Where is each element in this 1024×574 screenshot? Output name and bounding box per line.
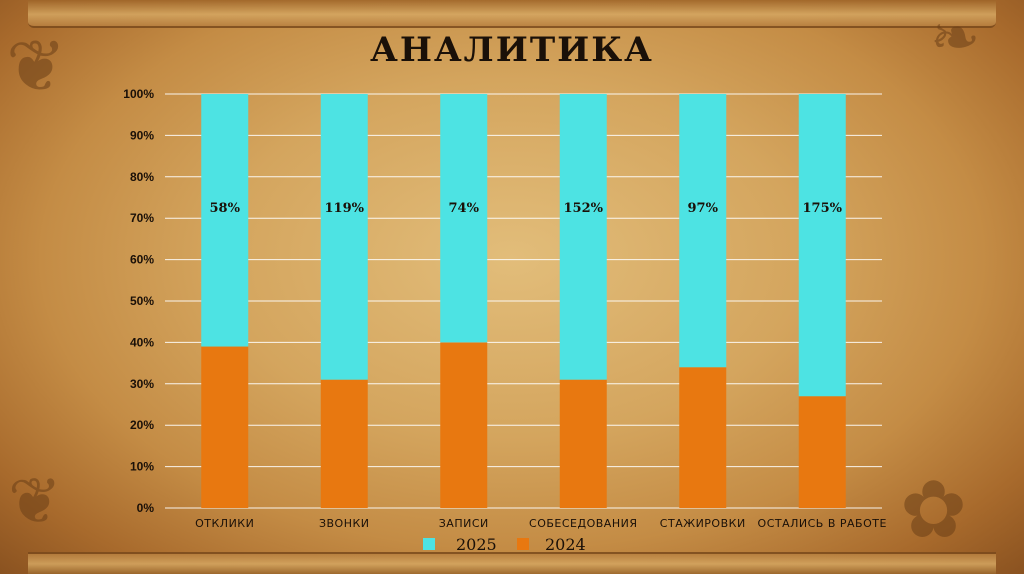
bar-2025 <box>440 94 488 343</box>
data-label: 58% <box>210 201 241 216</box>
page-title: АНАЛИТИКА <box>370 30 654 70</box>
y-tick-label: 40% <box>130 335 154 349</box>
ornament-top-right-icon: ❧ <box>930 3 981 73</box>
data-label: 97% <box>688 201 719 216</box>
y-tick-label: 20% <box>130 418 154 432</box>
y-tick-label: 90% <box>130 128 154 142</box>
data-label: 175% <box>803 201 843 216</box>
y-tick-label: 70% <box>130 211 154 225</box>
x-category-label: ОТКЛИКИ <box>195 517 254 530</box>
bar-2025 <box>798 94 846 397</box>
x-category-label: ОСТАЛИСЬ В РАБОТЕ <box>758 517 887 530</box>
bar-2025 <box>559 94 607 380</box>
legend-swatch <box>423 538 435 550</box>
bar-2024 <box>320 379 368 508</box>
scroll-top-roll <box>28 0 996 28</box>
y-tick-label: 0% <box>137 501 155 515</box>
data-label: 119% <box>325 201 365 216</box>
bar-2025 <box>320 94 368 380</box>
ornament-top-left-icon: ❦ <box>6 24 67 108</box>
bar-2024 <box>440 342 488 508</box>
data-label: 152% <box>564 201 604 216</box>
scroll-bottom-roll <box>28 552 996 574</box>
bar-2025 <box>201 94 249 347</box>
legend-swatch <box>517 538 529 550</box>
x-category-label: СТАЖИРОВКИ <box>660 517 746 530</box>
data-label: 74% <box>449 201 480 216</box>
bar-2024 <box>798 396 846 508</box>
legend-label: 2024 <box>545 535 586 554</box>
x-category-label: ЗВОНКИ <box>319 517 370 530</box>
ornament-bottom-right-icon: ✿ <box>900 463 968 556</box>
legend-label: 2025 <box>456 535 497 554</box>
y-tick-label: 60% <box>130 253 154 267</box>
bar-2025 <box>679 94 727 368</box>
y-tick-label: 100% <box>123 87 154 101</box>
y-tick-label: 80% <box>130 170 154 184</box>
ornament-bottom-left-icon: ❦ <box>8 465 62 539</box>
bar-2024 <box>679 367 727 508</box>
bar-2024 <box>201 346 249 508</box>
bar-2024 <box>559 379 607 508</box>
x-category-label: СОБЕСЕДОВАНИЯ <box>529 517 637 530</box>
y-tick-label: 30% <box>130 377 154 391</box>
y-tick-label: 10% <box>130 460 154 474</box>
x-category-label: ЗАПИСИ <box>439 517 489 530</box>
y-tick-label: 50% <box>130 294 154 308</box>
